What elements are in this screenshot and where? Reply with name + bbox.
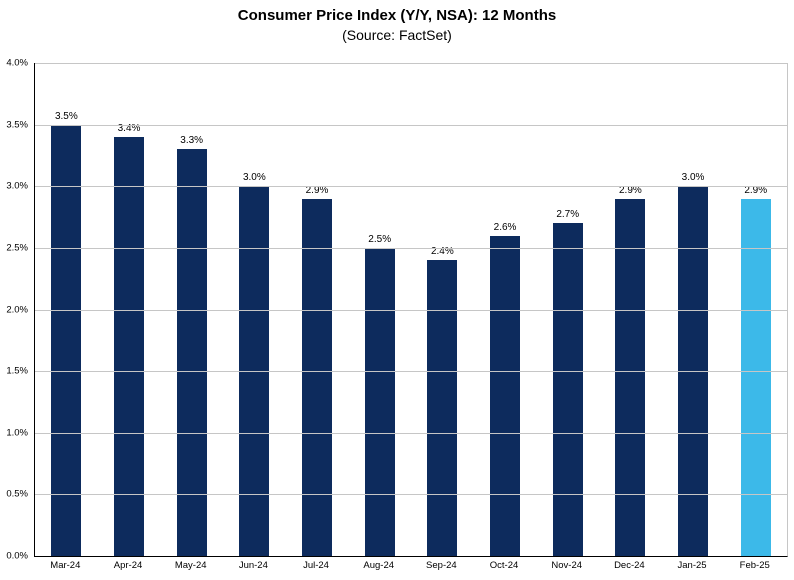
- gridline: [35, 124, 787, 126]
- x-tick-label: May-24: [174, 560, 207, 571]
- y-tick-label: 1.0%: [6, 427, 28, 439]
- bar-column: 2.9%: [599, 63, 662, 556]
- bar: [364, 247, 395, 556]
- y-tick-label: 1.5%: [6, 365, 28, 377]
- gridline: [35, 186, 787, 188]
- bar-value-label: 3.3%: [180, 135, 204, 147]
- x-tick-label: Mar-24: [50, 560, 81, 571]
- x-tick-label: Apr-24: [113, 560, 143, 571]
- x-tick-label: Nov-24: [551, 560, 583, 571]
- bar: [740, 198, 771, 556]
- bar-column: 2.9%: [724, 63, 787, 556]
- bar-value-label: 2.6%: [493, 221, 517, 233]
- bar-value-label: 3.0%: [242, 172, 266, 184]
- bar-column: 3.5%: [35, 63, 98, 556]
- bar-value-label: 2.9%: [305, 184, 329, 196]
- y-tick-label: 3.5%: [6, 119, 28, 131]
- chart-subtitle: (Source: FactSet): [342, 27, 452, 43]
- y-tick-label: 2.0%: [6, 304, 28, 315]
- x-tick-label: Feb-25: [739, 560, 770, 571]
- bar: [51, 124, 82, 556]
- bar: [615, 198, 646, 556]
- x-axis: Mar-24 Apr-24 May-24 Jun-24 Jul-24 Aug-24 Sep-…: [34, 560, 786, 576]
- bar-value-label: 2.9%: [618, 184, 642, 196]
- bar: [302, 198, 333, 556]
- gridline: [35, 494, 787, 496]
- y-axis: 0.0% 0.5% 1.0% 1.5% 2.0% 2.5% 3.0% 3.5% 4.0%: [0, 58, 30, 562]
- bar-value-label: 2.5%: [368, 233, 392, 245]
- bar-value-label: 2.7%: [556, 209, 580, 221]
- y-tick-label: 0.5%: [6, 488, 28, 500]
- gridline: [35, 432, 787, 434]
- bar: [114, 136, 144, 556]
- bar-column: 3.3%: [160, 63, 223, 556]
- x-tick-label: Dec-24: [614, 560, 645, 571]
- gridline: [35, 247, 787, 249]
- gridline: [35, 371, 787, 373]
- bar-value-label: 2.9%: [744, 184, 768, 196]
- bar-value-label: 3.4%: [117, 122, 141, 134]
- bar: [176, 149, 207, 556]
- plot-area: 3.5% 3.4% 3.3% 3.0% 2.9% 2.5% 2.4% 2.6% 2.7% 2.9%…: [34, 63, 788, 557]
- x-tick-label: Aug-24: [363, 560, 395, 571]
- bar-value-label: 2.4%: [430, 246, 454, 258]
- x-tick-label: Oct-24: [489, 560, 519, 571]
- y-tick-label: 3.0%: [6, 180, 28, 192]
- x-tick-label: Jun-24: [238, 560, 268, 571]
- bar: [490, 235, 521, 556]
- gridline: [35, 63, 787, 64]
- x-tick-label: Jul-24: [303, 560, 329, 571]
- bar-column: 2.6%: [474, 63, 537, 556]
- bar: [552, 223, 583, 556]
- bar-column: 3.4%: [98, 63, 161, 556]
- x-tick-label: Jan-25: [677, 560, 707, 571]
- y-tick-label: 4.0%: [6, 57, 28, 69]
- bar-value-label: 3.0%: [681, 172, 705, 184]
- chart-title: Consumer Price Index (Y/Y, NSA): 12 Mont…: [237, 7, 557, 24]
- bar: [427, 260, 458, 556]
- gridline: [35, 309, 787, 311]
- bar-column: 2.7%: [536, 63, 599, 556]
- x-tick-label: Sep-24: [426, 560, 457, 571]
- y-tick-label: 2.5%: [6, 242, 28, 254]
- bar-column: 2.5%: [348, 63, 411, 556]
- y-tick-label: 0.0%: [6, 550, 28, 562]
- bar-column: 2.9%: [286, 63, 349, 556]
- bar-value-label: 3.5%: [54, 110, 78, 122]
